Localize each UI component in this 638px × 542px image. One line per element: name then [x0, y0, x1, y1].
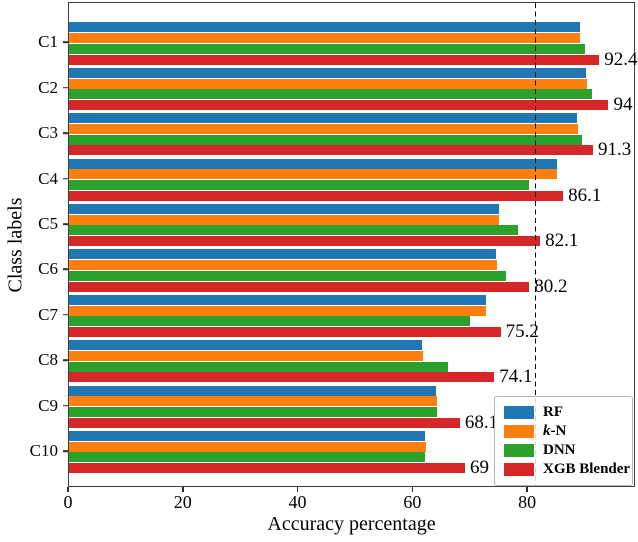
x-tick-mark [181, 487, 184, 492]
legend-label: RF [543, 404, 563, 420]
value-label: 69 [469, 457, 489, 479]
bar-c7-k-n [69, 305, 486, 316]
category-label: C4 [38, 168, 58, 188]
x-tick-label: 40 [288, 492, 307, 512]
legend-swatch [504, 406, 534, 419]
legend-item: XGB Blender [504, 461, 630, 478]
legend-label: DNN [543, 442, 576, 458]
bar-c10-k-n [69, 441, 426, 452]
bar-c5-dnn [69, 225, 518, 236]
bar-c5-k-n [69, 214, 499, 225]
value-label: 92.4 [604, 48, 638, 70]
legend-item: RF [504, 404, 623, 421]
x-tick-mark [526, 487, 528, 492]
bar-c7-xgb-blender [69, 326, 501, 337]
bar-c2-dnn [69, 89, 592, 100]
bar-c8-xgb-blender [69, 372, 495, 383]
bar-c1-dnn [69, 43, 585, 54]
bar-c5-rf [69, 204, 499, 214]
bar-c9-k-n [69, 396, 437, 407]
legend-label: k-N [543, 423, 567, 439]
bar-c7-rf [69, 294, 486, 305]
bar-c3-xgb-blender [69, 145, 593, 156]
y-tick-mark [63, 223, 68, 225]
y-tick-mark [63, 314, 68, 316]
y-tick-mark [63, 177, 68, 180]
legend-swatch [504, 444, 534, 457]
bar-c8-dnn [69, 361, 448, 372]
bar-c8-rf [69, 340, 422, 351]
bar-c6-rf [69, 249, 496, 260]
legend-swatch [504, 425, 534, 438]
bar-c6-k-n [69, 260, 498, 271]
bar-c6-dnn [69, 270, 506, 281]
bar-c9-dnn [69, 407, 437, 417]
x-tick-mark [67, 487, 69, 492]
bar-c8-k-n [69, 350, 424, 361]
bar-c7-dnn [69, 316, 471, 327]
bar-c6-xgb-blender [69, 281, 530, 292]
category-label: C1 [38, 32, 58, 52]
bar-c4-xgb-blender [69, 190, 564, 201]
category-label: C2 [38, 77, 58, 97]
x-tick-label: 20 [173, 492, 192, 512]
y-tick-mark [63, 359, 68, 362]
y-tick-mark [63, 268, 68, 271]
value-label: 91.3 [597, 139, 632, 161]
bar-c3-dnn [69, 134, 583, 145]
x-tick-mark [296, 487, 299, 492]
bar-c3-rf [69, 113, 577, 124]
value-label: 68.1 [464, 411, 499, 433]
category-label: C10 [29, 441, 58, 461]
x-tick-mark [411, 487, 414, 492]
bar-c9-rf [69, 385, 436, 396]
bar-c1-xgb-blender [69, 54, 600, 65]
bar-c4-rf [69, 158, 557, 169]
legend-item: k-N [504, 423, 623, 440]
category-label: C8 [38, 350, 58, 370]
bar-c2-rf [69, 67, 587, 78]
value-label: 86.1 [568, 184, 602, 206]
bar-c4-k-n [69, 169, 557, 180]
y-tick-mark [63, 450, 68, 452]
plot-area: 92.4 94 91.3 86.1 82.1 80.2 75.2 74.1 68.1 69 [68, 2, 638, 487]
category-label: C3 [38, 123, 58, 143]
bar-c3-k-n [69, 123, 579, 134]
value-label: 75.2 [505, 320, 539, 342]
bar-c9-xgb-blender [69, 417, 460, 428]
legend-label: XGB Blender [543, 461, 631, 477]
y-tick-mark [63, 41, 68, 44]
bar-c4-dnn [69, 180, 529, 190]
y-tick-mark [63, 87, 68, 89]
legend: RF k-N DNN XGB Blender [494, 396, 633, 486]
value-label: 82.1 [545, 230, 579, 252]
x-tick-label: 0 [63, 492, 73, 512]
y-tick-mark [63, 404, 68, 407]
y-tick-mark [63, 132, 68, 135]
category-label: C7 [38, 304, 58, 324]
category-label: C5 [38, 214, 58, 234]
x-tick-label: 80 [518, 492, 537, 512]
category-label: C6 [38, 259, 58, 279]
x-axis-label: Accuracy percentage [267, 513, 436, 535]
value-label: 80.2 [534, 275, 568, 297]
bar-c5-xgb-blender [69, 236, 541, 247]
bar-c10-xgb-blender [69, 463, 465, 474]
bar-c2-xgb-blender [69, 99, 609, 110]
bar-c1-rf [69, 22, 580, 33]
bar-c10-rf [69, 431, 425, 441]
legend-item: DNN [504, 442, 623, 459]
bar-c10-dnn [69, 452, 425, 463]
bar-c2-k-n [69, 78, 587, 89]
x-tick-label: 60 [403, 492, 422, 512]
bar-c1-k-n [69, 33, 580, 44]
category-label: C9 [38, 395, 58, 415]
value-label: 74.1 [499, 366, 533, 388]
legend-swatch [504, 463, 534, 476]
value-label: 94 [613, 93, 633, 115]
reference-line [534, 3, 537, 486]
